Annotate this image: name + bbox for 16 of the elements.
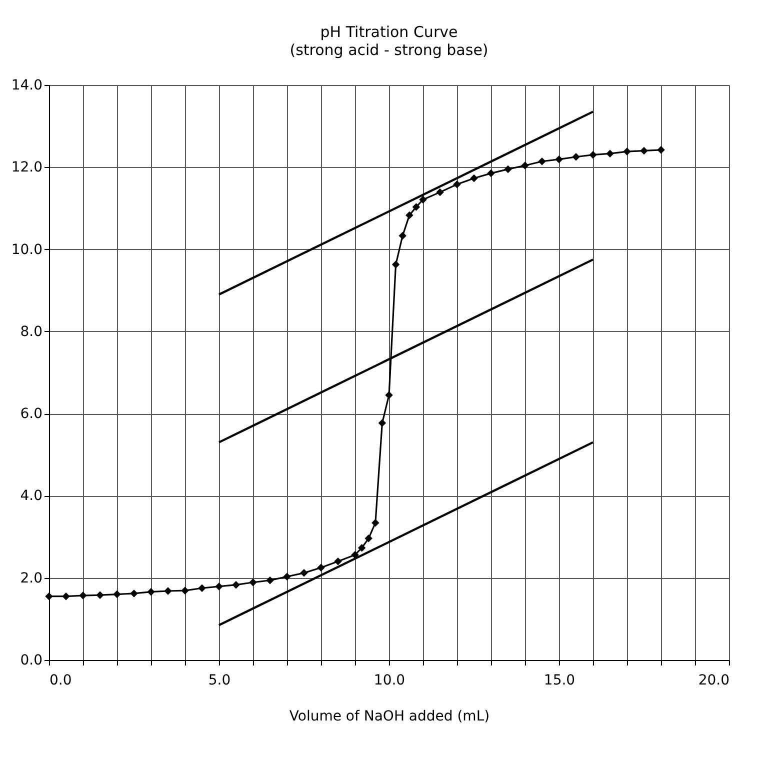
y-tick-label: 14.0: [11, 78, 42, 94]
chart-subtitle: (strong acid - strong base): [290, 41, 488, 59]
y-tick-label: 10.0: [11, 242, 42, 258]
y-tick-label: 4.0: [20, 488, 42, 504]
chart-title: pH Titration Curve: [320, 23, 458, 41]
x-tick-label: 20.0: [698, 672, 730, 688]
x-tick-label: 0.0: [50, 672, 72, 688]
y-tick-label: 0.0: [20, 652, 42, 668]
y-tick-label: 12.0: [11, 160, 42, 176]
x-axis-title: Volume of NaOH added (mL): [289, 708, 490, 724]
y-tick-label: 8.0: [20, 324, 42, 340]
y-tick-label: 2.0: [20, 570, 42, 586]
x-tick-label: 5.0: [208, 672, 231, 688]
x-tick-label: 15.0: [544, 672, 576, 688]
x-tick-label: 10.0: [374, 672, 406, 688]
y-tick-label: 6.0: [20, 406, 42, 422]
